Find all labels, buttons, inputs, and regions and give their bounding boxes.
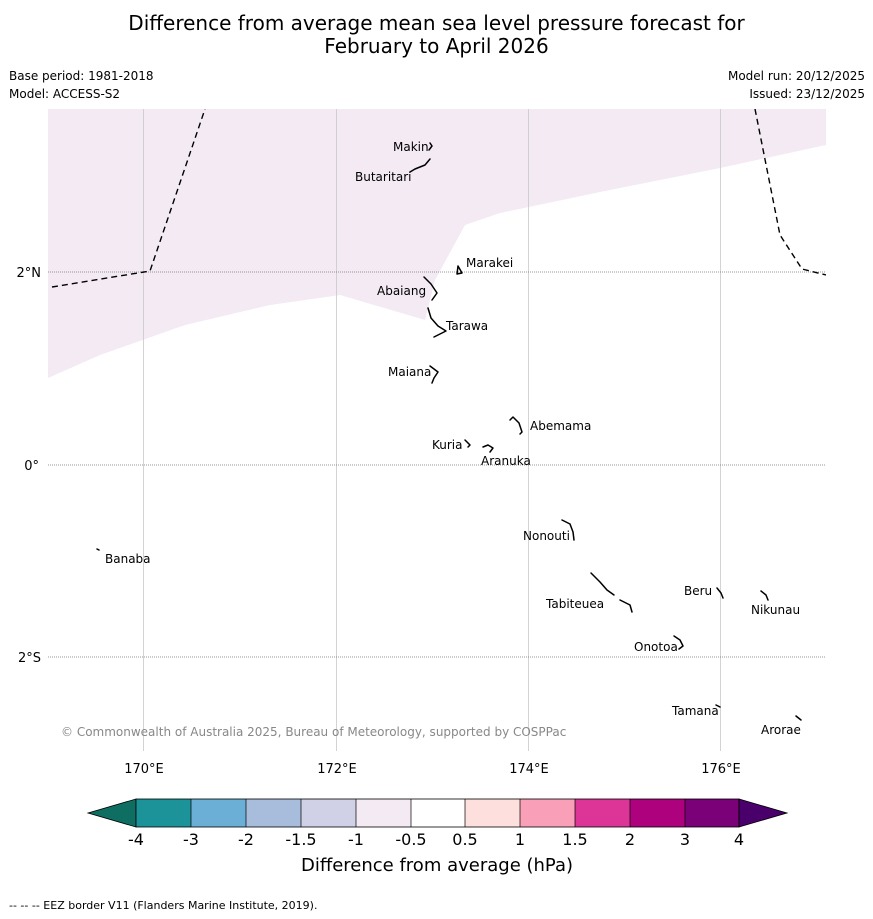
eez-borders: [51, 109, 826, 288]
island-coastlines: [96, 142, 802, 721]
colorbar-tick-label: 3: [680, 830, 690, 849]
colorbar-segment-5: [356, 799, 411, 827]
onotoa-coast: [673, 635, 684, 650]
tick-label-equator: 0°: [24, 459, 39, 474]
issued-date: Issued: 23/12/2025: [749, 87, 865, 101]
longitude-tick-labels: 170°E 172°E 174°E 176°E: [124, 762, 741, 777]
colorbar-tick-label: -0.5: [395, 830, 426, 849]
colorbar-segment-2: [191, 799, 246, 827]
kuria-coast: [464, 439, 471, 448]
label-tabiteuea: Tabiteuea: [545, 597, 604, 611]
label-banaba: Banaba: [105, 552, 151, 566]
makin-coast: [428, 142, 433, 151]
nikunau-coast: [760, 590, 769, 601]
colorbar-segment-4: [301, 799, 356, 827]
tick-label-174e: 174°E: [509, 762, 549, 777]
map-title: Difference from average mean sea level p…: [0, 12, 873, 58]
marakei-coast: [456, 265, 463, 275]
label-beru: Beru: [684, 584, 712, 598]
base-period: Base period: 1981-2018: [9, 69, 154, 83]
colorbar-tick-labels: -4 -3 -2 -1.5 -1 -0.5 0.5 1 1.5 2 3 4: [128, 830, 744, 849]
tick-label-2s: 2°S: [18, 651, 41, 666]
colorbar-tick-label: 4: [734, 830, 744, 849]
copyright-notice: © Commonwealth of Australia 2025, Bureau…: [61, 725, 566, 739]
label-butaritari: Butaritari: [355, 170, 412, 184]
island-labels: Makin Butaritari Marakei Abaiang Tarawa …: [105, 140, 801, 737]
abaiang-coast: [423, 276, 438, 301]
label-kuria: Kuria: [432, 438, 463, 452]
colorbar-segment-7: [465, 799, 520, 827]
label-onotoa: Onotoa: [634, 640, 678, 654]
colorbar-dividers: [190, 799, 686, 827]
colorbar-segment-9: [575, 799, 630, 827]
colorbar-frame: [135, 798, 740, 828]
colorbar: -4 -3 -2 -1.5 -1 -0.5 0.5 1 1.5 2 3 4 Di…: [86, 798, 789, 876]
title-line-1: Difference from average mean sea level p…: [128, 11, 745, 35]
map-plot-area: Makin Butaritari Marakei Abaiang Tarawa …: [48, 109, 826, 751]
label-makin: Makin: [393, 140, 429, 154]
colorbar-segment-11: [685, 799, 739, 827]
tick-label-2n: 2°N: [17, 266, 42, 281]
meta-right: Model run: 20/12/2025 Issued: 23/12/2025: [728, 67, 865, 103]
label-abemama: Abemama: [530, 419, 591, 433]
latitude-tick-labels: 2°N 0° 2°S: [17, 266, 42, 666]
abemama-coast: [509, 416, 523, 435]
label-marakei: Marakei: [466, 256, 513, 270]
label-aranuka: Aranuka: [481, 454, 531, 468]
colorbar-tick-label: 2: [625, 830, 635, 849]
longitude-gridlines: [143, 109, 721, 751]
label-nonouti: Nonouti: [523, 529, 570, 543]
colorbar-tick-label: -3: [183, 830, 199, 849]
label-maiana: Maiana: [388, 365, 431, 379]
colorbar-label: Difference from average (hPa): [301, 855, 573, 876]
colorbar-tick-label: 1.5: [562, 830, 587, 849]
aranuka-coast: [482, 444, 494, 453]
meta-left: Base period: 1981-2018 Model: ACCESS-S2: [9, 67, 154, 103]
colorbar-tick-label: -2: [238, 830, 254, 849]
tick-label-172e: 172°E: [317, 762, 357, 777]
beru-coast: [716, 587, 724, 599]
label-arorae: Arorae: [761, 723, 801, 737]
tabiteuea-south-coast: [619, 599, 633, 613]
eez-border-west: [51, 109, 206, 288]
colorbar-segment-3: [246, 799, 301, 827]
model-run-date: Model run: 20/12/2025: [727, 69, 865, 83]
label-tamana: Tamana: [671, 704, 719, 718]
nonouti-coast: [561, 519, 575, 541]
tick-label-170e: 170°E: [124, 762, 164, 777]
colorbar-segment-8: [520, 799, 575, 827]
colorbar-tick-label: 1: [515, 830, 525, 849]
pressure-anomaly-shading: [48, 109, 826, 378]
colorbar-segment-1: [136, 799, 191, 827]
tick-label-176e: 176°E: [701, 762, 741, 777]
colorbar-segment-10: [630, 799, 685, 827]
colorbar-tick-label: -1: [348, 830, 364, 849]
arorae-coast: [795, 715, 802, 721]
colorbar-high-extend: [738, 798, 789, 828]
title-line-2: February to April 2026: [324, 34, 549, 58]
label-tarawa: Tarawa: [445, 319, 488, 333]
colorbar-segment-6: [411, 799, 465, 827]
label-nikunau: Nikunau: [751, 603, 800, 617]
eez-footnote: -- -- -- EEZ border V11 (Flanders Marine…: [9, 899, 318, 912]
eez-border-east: [754, 109, 826, 276]
model-name: Model: ACCESS-S2: [9, 87, 121, 101]
colorbar-tick-label: -1.5: [285, 830, 316, 849]
colorbar-low-extend: [86, 798, 137, 828]
label-abaiang: Abaiang: [377, 284, 426, 298]
colorbar-tick-label: 0.5: [452, 830, 477, 849]
tamana-coast: [715, 704, 721, 708]
banaba-coast: [96, 548, 100, 551]
maiana-coast: [429, 365, 439, 384]
tabiteuea-north-coast: [590, 572, 615, 596]
colorbar-tick-label: -4: [128, 830, 144, 849]
tarawa-coast: [427, 307, 447, 338]
latitude-gridlines: [48, 271, 826, 658]
butaritari-coast: [409, 158, 431, 173]
